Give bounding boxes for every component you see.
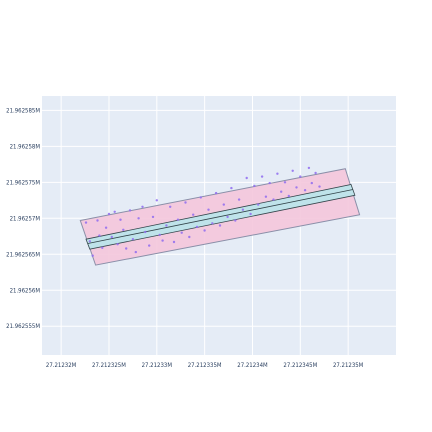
data-point-24 bbox=[161, 239, 164, 242]
data-point-11 bbox=[119, 218, 122, 221]
data-point-20 bbox=[148, 244, 151, 247]
data-point-5 bbox=[101, 246, 104, 249]
data-point-60 bbox=[299, 175, 302, 178]
data-point-50 bbox=[260, 175, 264, 178]
data-point-61 bbox=[303, 189, 307, 192]
data-point-32 bbox=[192, 213, 195, 216]
data-point-38 bbox=[214, 191, 218, 195]
data-point-28 bbox=[176, 218, 180, 221]
data-point-4 bbox=[98, 234, 101, 237]
data-point-19 bbox=[144, 230, 147, 234]
data-point-30 bbox=[184, 201, 187, 204]
data-point-37 bbox=[211, 222, 214, 225]
data-point-41 bbox=[226, 215, 229, 219]
data-point-29 bbox=[180, 231, 183, 234]
data-point-65 bbox=[318, 185, 321, 188]
data-point-40 bbox=[222, 203, 225, 206]
x-tick-label-5: 27.212345M bbox=[283, 362, 317, 369]
data-point-57 bbox=[287, 194, 290, 198]
data-point-0 bbox=[84, 221, 88, 224]
data-point-31 bbox=[188, 235, 191, 239]
data-point-33 bbox=[195, 225, 199, 229]
data-point-12 bbox=[122, 228, 125, 231]
y-tick-label-4: 21.962565M bbox=[6, 251, 40, 258]
data-point-48 bbox=[253, 184, 256, 188]
data-point-52 bbox=[268, 181, 271, 185]
data-point-63 bbox=[310, 181, 313, 185]
centerline bbox=[87, 189, 354, 244]
data-point-53 bbox=[272, 198, 275, 201]
data-point-3 bbox=[96, 219, 99, 222]
data-point-18 bbox=[141, 205, 144, 208]
data-point-51 bbox=[264, 195, 268, 198]
data-point-27 bbox=[172, 240, 176, 244]
y-tick-label-6: 21.962555M bbox=[6, 323, 40, 330]
y-tick-label-0: 21.962585M bbox=[6, 107, 40, 114]
data-point-42 bbox=[230, 186, 233, 190]
data-point-46 bbox=[245, 176, 248, 180]
data-point-39 bbox=[218, 224, 222, 227]
data-point-58 bbox=[291, 169, 294, 172]
data-point-16 bbox=[134, 250, 137, 254]
data-point-45 bbox=[241, 208, 245, 211]
data-point-2 bbox=[91, 254, 94, 257]
data-point-44 bbox=[237, 198, 241, 201]
data-point-15 bbox=[131, 238, 135, 241]
data-point-22 bbox=[155, 199, 158, 202]
y-tick-label-2: 21.962575M bbox=[6, 179, 40, 186]
data-point-34 bbox=[199, 196, 202, 199]
data-point-26 bbox=[169, 205, 172, 208]
data-points bbox=[84, 166, 321, 257]
data-point-43 bbox=[234, 219, 237, 222]
data-point-25 bbox=[165, 224, 168, 227]
data-point-49 bbox=[257, 203, 260, 206]
data-point-23 bbox=[158, 233, 161, 237]
data-point-64 bbox=[314, 171, 317, 175]
y-axis-ticks: 21.962585M 21.96258M 21.962575M 21.96257M 21… bbox=[6, 107, 40, 330]
data-point-13 bbox=[125, 247, 128, 250]
data-point-7 bbox=[107, 212, 111, 216]
y-tick-label-1: 21.96258M bbox=[10, 143, 41, 150]
bands bbox=[79, 168, 361, 266]
x-tick-label-4: 27.21234M bbox=[237, 362, 268, 369]
data-point-36 bbox=[207, 208, 210, 211]
x-tick-label-0: 27.21232M bbox=[46, 362, 77, 369]
x-tick-label-3: 27.212335M bbox=[188, 362, 222, 369]
x-axis-ticks: 27.21232M 27.212325M 27.21233M 27.212335M 27… bbox=[46, 362, 364, 369]
data-point-6 bbox=[104, 226, 108, 229]
y-tick-label-5: 21.96256M bbox=[10, 287, 41, 294]
x-tick-label-1: 27.212325M bbox=[92, 362, 126, 369]
y-tick-label-3: 21.96257M bbox=[10, 215, 41, 222]
data-point-1 bbox=[88, 240, 92, 243]
data-point-59 bbox=[295, 186, 298, 189]
data-point-55 bbox=[280, 190, 283, 193]
data-point-8 bbox=[110, 235, 114, 239]
data-point-47 bbox=[249, 212, 252, 216]
data-point-17 bbox=[137, 217, 140, 220]
x-tick-label-6: 27.21235M bbox=[333, 362, 364, 369]
data-point-14 bbox=[128, 209, 132, 212]
data-point-54 bbox=[276, 172, 279, 175]
data-point-9 bbox=[113, 210, 116, 213]
data-point-35 bbox=[203, 229, 206, 232]
data-point-56 bbox=[283, 181, 287, 184]
data-point-10 bbox=[116, 243, 119, 246]
x-tick-label-2: 27.21233M bbox=[142, 362, 173, 369]
data-point-62 bbox=[307, 166, 311, 170]
data-point-21 bbox=[151, 215, 155, 219]
